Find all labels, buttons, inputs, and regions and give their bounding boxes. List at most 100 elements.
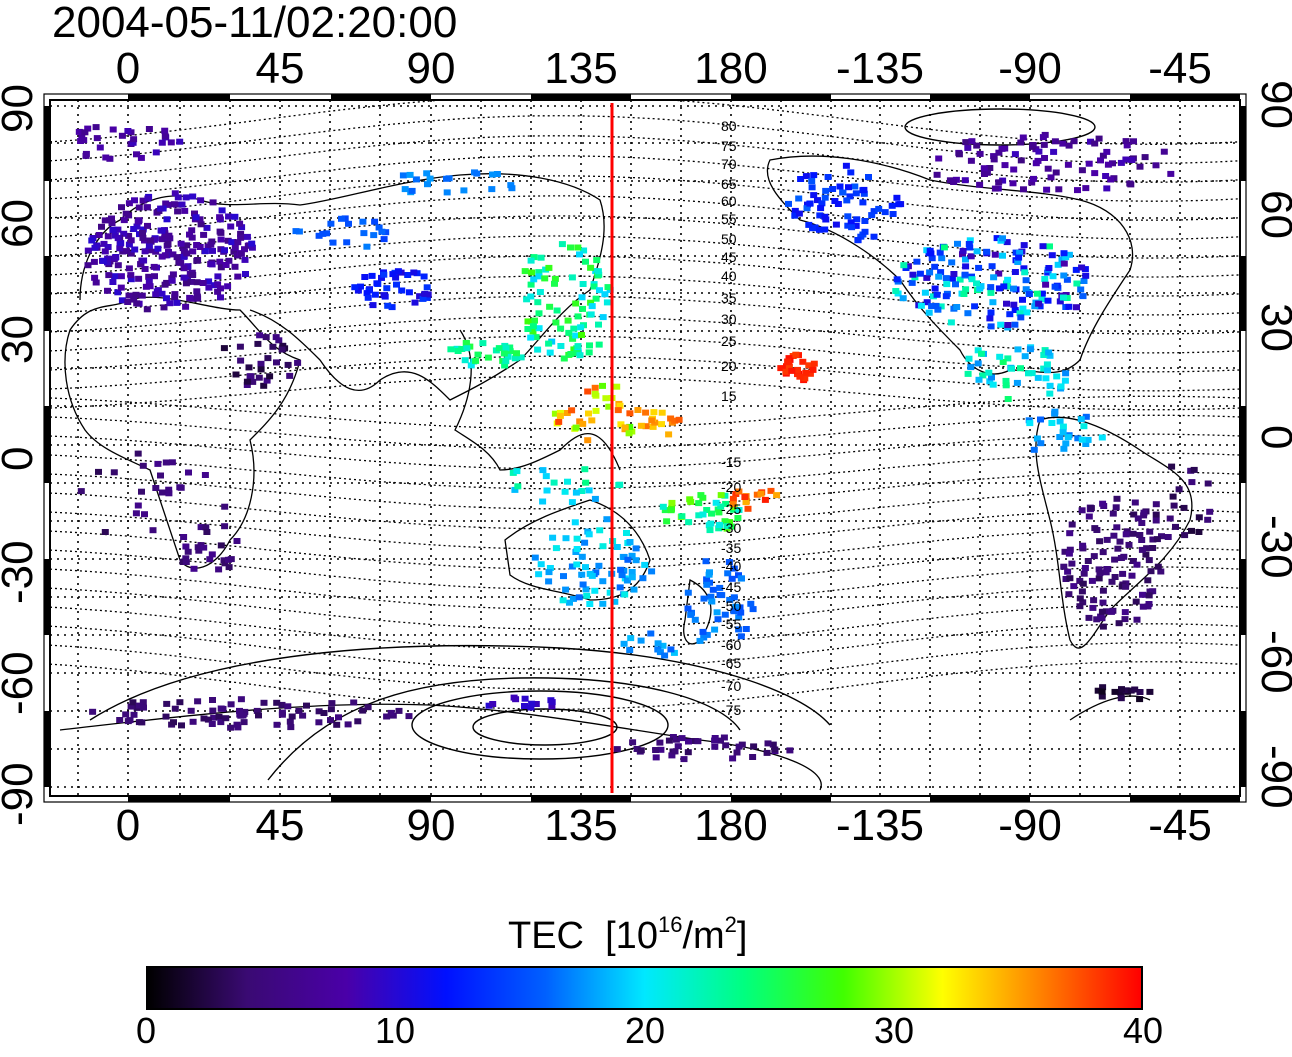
tec-point	[1058, 256, 1066, 263]
tec-point	[1130, 511, 1138, 518]
tec-point	[950, 179, 958, 185]
tec-point	[1154, 563, 1162, 570]
tec-point	[709, 586, 717, 593]
tec-point	[730, 608, 738, 615]
tec-point	[557, 325, 565, 332]
tec-point	[606, 589, 614, 596]
tec-point	[658, 409, 666, 416]
tec-point	[162, 200, 170, 207]
tec-point	[163, 700, 171, 707]
tec-point	[122, 210, 130, 217]
tec-point	[832, 221, 840, 228]
tec-point	[626, 423, 634, 430]
tec-point	[327, 706, 335, 713]
tec-point	[189, 718, 197, 725]
tec-point	[157, 472, 164, 479]
tec-point	[968, 138, 976, 145]
tec-point	[1103, 185, 1111, 192]
tec-point	[190, 565, 198, 572]
tec-point	[512, 696, 520, 703]
tec-point	[217, 705, 225, 712]
tec-point	[621, 591, 629, 598]
tec-point	[130, 296, 138, 303]
tec-point	[933, 291, 941, 298]
tec-point	[671, 417, 679, 424]
tec-point	[717, 492, 725, 499]
tec-point	[345, 220, 352, 227]
tec-point	[603, 299, 611, 306]
tec-point	[420, 273, 428, 280]
tec-point	[648, 568, 656, 575]
tec-point	[1188, 479, 1196, 486]
tec-point	[565, 329, 573, 336]
tec-point	[1130, 138, 1137, 145]
tec-point	[1035, 148, 1043, 155]
tec-point	[1054, 261, 1062, 268]
tec-point	[178, 722, 185, 729]
tec-point	[196, 216, 204, 223]
tec-point	[125, 241, 133, 248]
tec-point	[227, 701, 235, 708]
tec-point	[1062, 254, 1070, 261]
magnetic-contour	[50, 335, 1240, 373]
colorbar	[146, 966, 1143, 1010]
tec-point	[205, 278, 213, 285]
tec-point	[543, 487, 551, 494]
tec-point	[1122, 583, 1130, 590]
tec-point	[472, 357, 480, 364]
tec-point	[152, 149, 160, 156]
tec-point	[691, 616, 699, 623]
tec-point	[473, 170, 481, 177]
tec-point	[327, 220, 335, 227]
tec-point	[1002, 377, 1010, 384]
tec-point	[1204, 480, 1212, 487]
tec-point	[665, 431, 673, 438]
tec-point	[1172, 523, 1179, 530]
tec-point	[484, 354, 492, 361]
tec-point	[1140, 509, 1148, 516]
tec-observations	[75, 124, 1214, 763]
tec-point	[749, 754, 757, 760]
tec-point	[387, 709, 395, 716]
tec-point	[535, 273, 543, 280]
tec-point	[329, 239, 337, 246]
tec-point	[1065, 251, 1073, 258]
tec-point	[240, 719, 248, 726]
tec-point	[711, 737, 719, 744]
magnetic-contour	[50, 235, 1240, 278]
tec-point	[990, 156, 998, 163]
tec-point	[382, 229, 390, 236]
tec-point	[125, 292, 133, 299]
tec-point	[117, 273, 125, 280]
tec-point	[881, 209, 889, 216]
tec-point	[273, 721, 281, 728]
tec-point	[909, 271, 917, 278]
tec-point	[171, 294, 179, 301]
tec-point	[1057, 383, 1065, 390]
tec-point	[138, 488, 145, 495]
tec-point	[959, 247, 967, 254]
tec-point	[966, 244, 974, 251]
contour-label: -70	[721, 678, 741, 694]
tec-point	[680, 756, 688, 763]
tec-point	[493, 171, 501, 177]
tec-point	[1049, 273, 1057, 280]
tec-point	[1011, 269, 1019, 275]
tec-point	[524, 318, 532, 325]
tec-point	[91, 274, 99, 281]
tec-point	[582, 586, 590, 593]
tec-point	[143, 306, 151, 313]
tec-point	[839, 189, 847, 196]
tec-point	[102, 154, 110, 161]
tec-point	[875, 205, 883, 212]
tec-point	[633, 746, 641, 752]
tec-point	[685, 738, 692, 745]
tec-point	[573, 546, 581, 552]
tec-point	[1073, 280, 1081, 287]
tec-point	[158, 489, 166, 496]
tec-point	[1099, 500, 1107, 507]
tec-point	[1080, 278, 1088, 284]
tec-point	[171, 705, 179, 712]
tec-point	[999, 177, 1007, 184]
tec-point	[1003, 239, 1011, 246]
